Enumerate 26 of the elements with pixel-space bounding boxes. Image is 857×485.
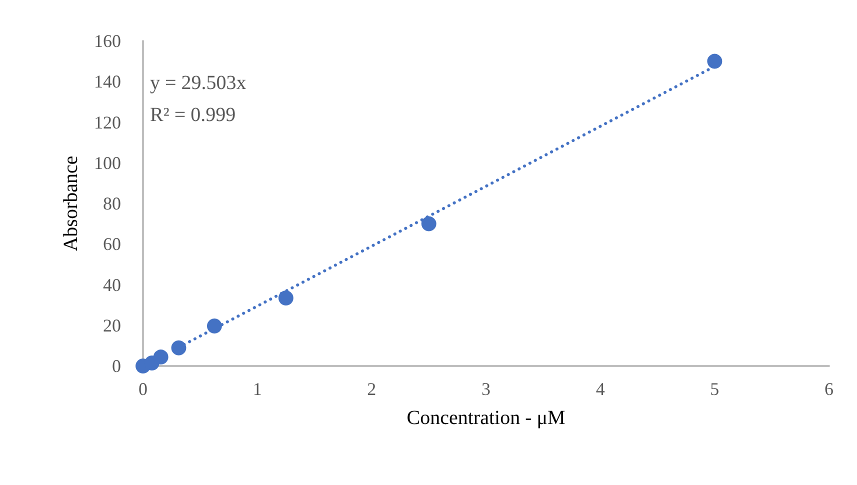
y-axis-title: Absorbance [60, 156, 82, 252]
y-tick-label: 100 [94, 152, 121, 173]
y-tick-label: 120 [94, 112, 121, 132]
x-tick-label: 2 [367, 379, 376, 399]
y-tick-label: 60 [103, 234, 121, 254]
annotation: R² = 0.999 [150, 104, 236, 126]
x-tick-label: 0 [138, 379, 148, 399]
point [421, 216, 436, 232]
y-tick-label: 140 [94, 72, 121, 92]
x-axis-title: Concentration - μM [406, 407, 566, 429]
point [707, 54, 722, 69]
x-tick-label: 3 [482, 379, 490, 399]
x-tick-label: 4 [596, 379, 605, 399]
y-tick-label: 160 [94, 31, 121, 51]
x-tick-label: 5 [710, 379, 720, 399]
x-tick-label: 1 [252, 379, 262, 399]
point [153, 350, 168, 365]
point [171, 340, 186, 356]
y-tick-label: 20 [103, 315, 121, 336]
y-tick-label: 80 [103, 194, 121, 214]
x-tick-label: 6 [824, 379, 834, 399]
annotation: y = 29.503x [150, 72, 246, 94]
point [206, 318, 222, 334]
point [278, 290, 294, 306]
y-tick-label: 0 [112, 356, 121, 376]
y-tick-label: 40 [103, 274, 121, 295]
